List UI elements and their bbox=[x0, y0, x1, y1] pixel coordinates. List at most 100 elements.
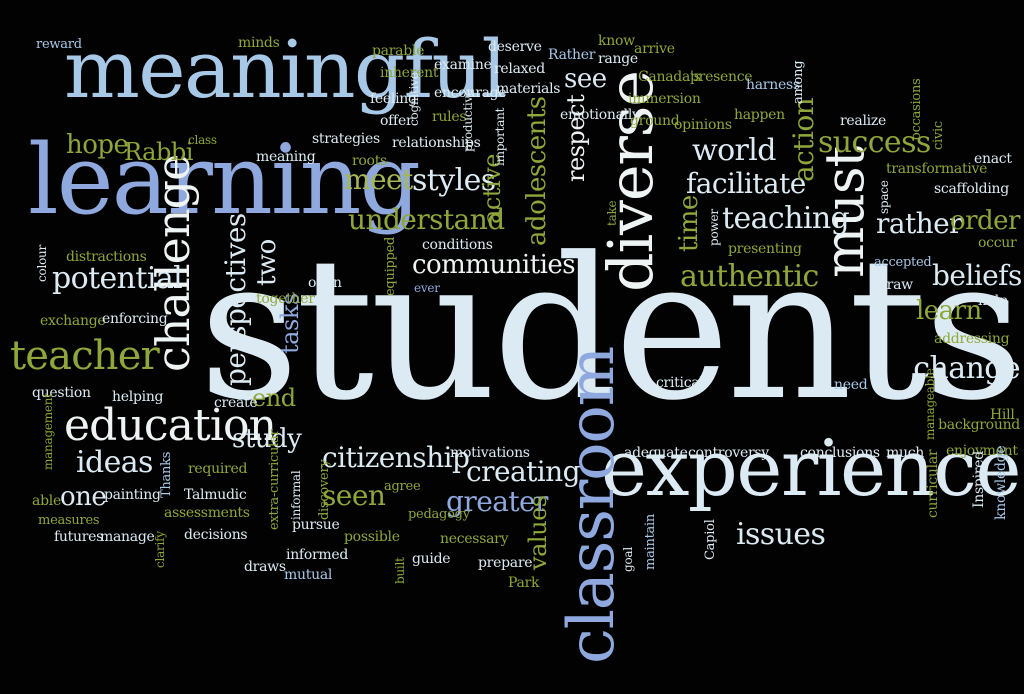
word-arrive: arrive bbox=[634, 41, 675, 57]
word-colour: colour bbox=[35, 244, 49, 282]
word-see: see bbox=[564, 64, 607, 94]
word-scaffolding: scaffolding bbox=[934, 181, 1009, 197]
word-minds: minds bbox=[238, 35, 280, 51]
word-presenting: presenting bbox=[728, 241, 802, 257]
word-strategies: strategies bbox=[312, 131, 380, 147]
word-experience: experience bbox=[600, 424, 1022, 514]
word-conditions: conditions bbox=[422, 237, 493, 253]
word-authentic: authentic bbox=[680, 259, 819, 294]
word-styles: styles bbox=[412, 163, 496, 198]
word-success: success bbox=[818, 125, 931, 160]
word-opinions: opinions bbox=[674, 117, 732, 133]
word-draws: draws bbox=[244, 559, 286, 575]
word-class: class bbox=[188, 133, 217, 147]
word-relationships: relationships bbox=[392, 135, 481, 151]
word-one: one bbox=[60, 482, 107, 512]
word-know: know bbox=[598, 33, 635, 49]
word-ideas: ideas bbox=[76, 445, 153, 480]
word-decisions: decisions bbox=[184, 527, 248, 543]
word-change: change bbox=[913, 351, 1020, 386]
word-communities: communities bbox=[412, 250, 576, 280]
word-adolescents: adolescents bbox=[522, 96, 552, 246]
word-materials: materials bbox=[496, 81, 561, 97]
word-maintain: maintain bbox=[643, 513, 658, 570]
word-guide: guide bbox=[412, 551, 451, 567]
word-realize: realize bbox=[840, 113, 886, 129]
word-students: students bbox=[198, 216, 1024, 444]
word-motivations: motivations bbox=[450, 445, 530, 461]
word-able: able bbox=[32, 493, 61, 509]
word-capiol: Capiol bbox=[703, 519, 718, 560]
word-happen: happen bbox=[734, 107, 785, 123]
word-background: background bbox=[938, 417, 1020, 433]
word-study: study bbox=[232, 424, 302, 454]
word-need: need bbox=[834, 377, 868, 393]
word-helping: helping bbox=[112, 389, 164, 405]
word-meaningful: meaningful bbox=[64, 23, 507, 116]
word-ever: ever bbox=[414, 281, 440, 295]
word-informed: informed bbox=[286, 547, 349, 563]
word-teaching: teaching bbox=[722, 201, 850, 236]
word-presence: presence bbox=[690, 69, 753, 85]
word-reward: reward bbox=[36, 37, 82, 52]
word-immersion: immersion bbox=[628, 91, 701, 107]
word-roots: roots bbox=[352, 153, 387, 169]
word-much: much bbox=[886, 445, 925, 461]
word-management: management bbox=[41, 393, 55, 470]
word-facilitate: facilitate bbox=[686, 167, 806, 200]
word-world: world bbox=[692, 133, 776, 168]
word-beliefs: beliefs bbox=[932, 259, 1022, 292]
word-pedagogy: pedagogy bbox=[408, 507, 470, 522]
word-important: important bbox=[493, 107, 507, 166]
word-measures: measures bbox=[38, 513, 100, 528]
word-extra-curricular: extra-curricular bbox=[267, 429, 282, 530]
word-perspectives: perspectives bbox=[219, 213, 252, 386]
word-manageable: manageable bbox=[923, 368, 937, 440]
word-curricular: curricular bbox=[925, 449, 941, 518]
word-occasions: occasions bbox=[909, 78, 924, 141]
word-citizenship: citizenship bbox=[322, 441, 470, 474]
word-mutual: mutual bbox=[284, 567, 333, 583]
word-park: Park bbox=[508, 575, 540, 591]
word-manage: manage bbox=[100, 529, 155, 545]
word-built: built bbox=[393, 557, 407, 584]
word-examine: examine bbox=[434, 57, 492, 73]
word-required: required bbox=[188, 461, 248, 477]
word-end: end bbox=[252, 384, 296, 412]
word-two: two bbox=[252, 239, 282, 286]
word-understand: understand bbox=[348, 203, 505, 236]
word-occur: occur bbox=[978, 235, 1017, 251]
word-draw: draw bbox=[878, 277, 913, 293]
word-create: create bbox=[214, 395, 258, 411]
word-knowledge: knowledge bbox=[993, 445, 1009, 520]
word-emotionally: emotionally bbox=[560, 107, 640, 123]
word-among: among bbox=[791, 60, 806, 104]
word-civic: civic bbox=[931, 121, 946, 150]
word-equipped: equipped bbox=[383, 236, 398, 296]
word-open: open bbox=[308, 275, 342, 291]
word-conclusions: conclusions bbox=[800, 445, 880, 461]
word-controversy: controversy bbox=[688, 445, 769, 461]
word-take: take bbox=[605, 200, 619, 226]
word-assessments: assessments bbox=[164, 505, 250, 521]
word-order: order bbox=[950, 206, 1020, 236]
word-relaxed: relaxed bbox=[494, 61, 545, 77]
word-teacher: teacher bbox=[10, 333, 160, 379]
word-seen: seen bbox=[322, 479, 386, 512]
word-ground: ground bbox=[630, 113, 680, 129]
word-time: time bbox=[674, 195, 704, 252]
word-space: space bbox=[877, 180, 891, 214]
word-canada-s: Canada's bbox=[638, 69, 701, 85]
word-hope: hope bbox=[66, 130, 129, 160]
word-rules: rules bbox=[432, 109, 467, 125]
word-adequate: adequate bbox=[624, 445, 688, 461]
word-question: question bbox=[32, 385, 91, 401]
word-harness: harness bbox=[746, 77, 800, 93]
word-meet: meet bbox=[344, 163, 413, 196]
word-painting: painting bbox=[104, 487, 161, 503]
word-deserve: deserve bbox=[488, 39, 542, 55]
word-offer: offer bbox=[380, 113, 413, 129]
word-together: together bbox=[256, 291, 315, 307]
word-enjoyment: enjoyment bbox=[946, 443, 1018, 459]
